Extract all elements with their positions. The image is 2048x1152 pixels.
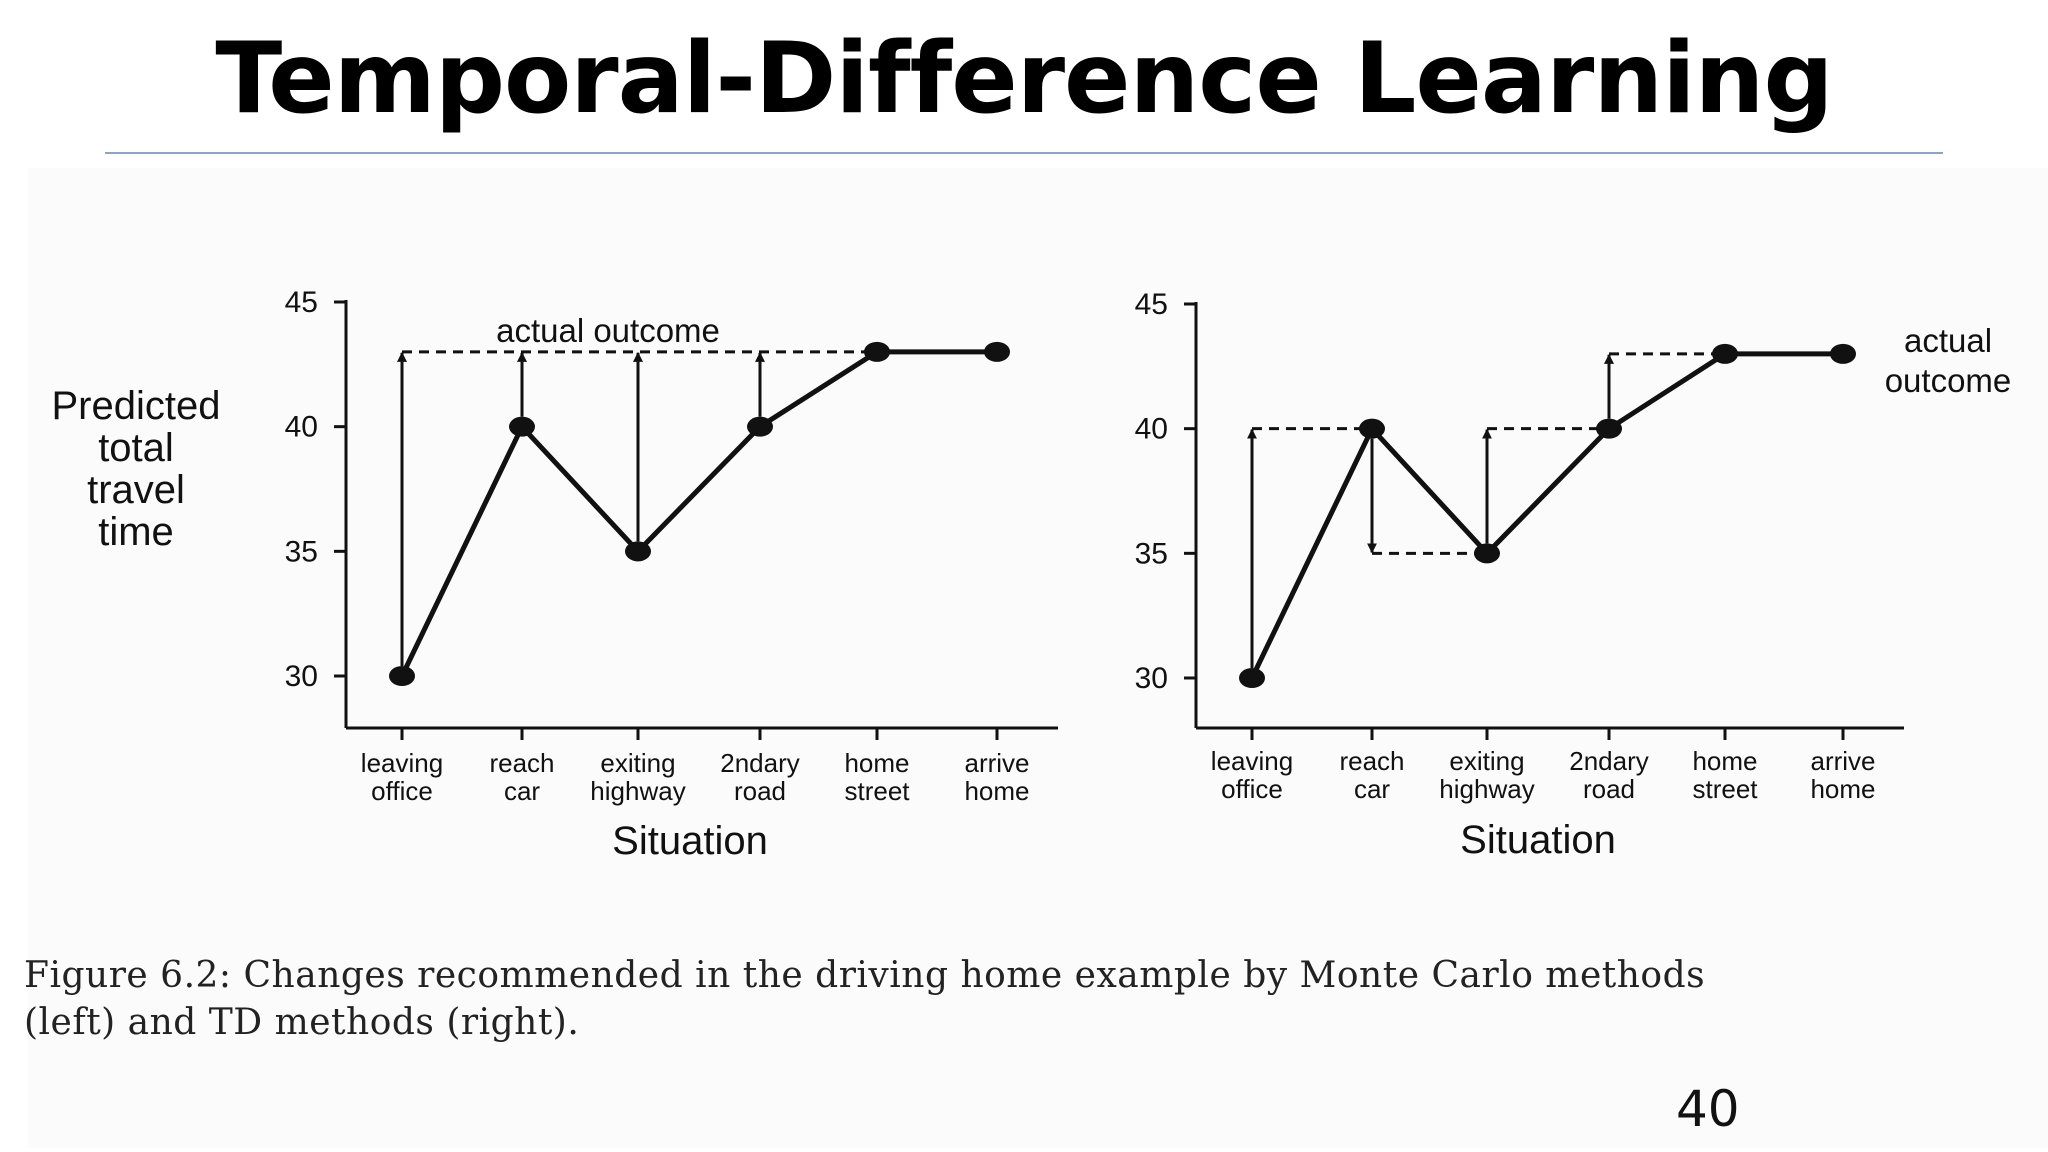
data-point [1712,343,1738,364]
actual-outcome-label: actual outcome [496,312,720,349]
figure-background [28,168,2048,1148]
data-point [1359,418,1385,439]
y-axis-title: travel [87,468,185,512]
prediction-line [1249,351,1843,680]
data-point [625,541,651,562]
data-point [864,341,890,362]
y-axis-title: time [98,510,174,554]
slide-title: Temporal-Difference Learning [215,22,1833,136]
figure-caption: Figure 6.2: Changes recommended in the d… [24,952,1984,1046]
x-tick-label: exiting [600,748,675,778]
x-tick-label: highway [590,776,685,806]
y-tick-label: 30 [1135,662,1168,695]
y-tick-label: 35 [1135,537,1168,570]
x-tick-label: street [844,776,910,806]
y-axis-title: Predicted [52,384,221,428]
actual-outcome-label: actual [1904,322,1992,359]
page-number: 40 [1676,1080,1740,1138]
data-point [1474,543,1500,564]
y-tick-label: 30 [285,660,318,693]
data-point [509,416,535,437]
y-tick-label: 45 [1135,288,1168,321]
x-tick-label: reach [1339,746,1404,776]
y-tick-label: 35 [285,535,318,568]
x-tick-label: car [1354,774,1390,804]
x-tick-label: arrive [1810,746,1875,776]
x-tick-label: leaving [361,748,443,778]
x-axis-title: Situation [1460,818,1616,862]
title-divider [105,152,1943,154]
x-tick-label: home [964,776,1029,806]
x-tick-label: exiting [1449,746,1524,776]
x-tick-label: car [504,776,540,806]
data-point [1596,418,1622,439]
x-tick-label: office [1221,774,1283,804]
x-tick-label: office [371,776,433,806]
caption-line-1: Figure 6.2: Changes recommended in the d… [24,955,1706,996]
x-tick-label: leaving [1211,746,1293,776]
prediction-line [399,349,997,678]
x-tick-label: 2ndary [1569,746,1649,776]
x-tick-label: road [1583,774,1635,804]
data-point [1239,668,1265,688]
data-point [1830,343,1856,364]
x-tick-label: home [1810,774,1875,804]
actual-outcome-label: outcome [1885,362,2012,399]
data-point [747,416,773,437]
x-tick-label: reach [489,748,554,778]
y-tick-label: 40 [285,411,318,444]
caption-line-2: (left) and TD methods (right). [24,1002,580,1043]
x-tick-label: home [1692,746,1757,776]
x-tick-label: arrive [964,748,1029,778]
x-tick-label: street [1692,774,1758,804]
y-tick-label: 45 [285,286,318,319]
y-axis-title: total [98,426,174,470]
data-point [984,341,1010,362]
x-tick-label: highway [1439,774,1534,804]
x-tick-label: road [734,776,786,806]
x-tick-label: home [844,748,909,778]
data-point [389,666,415,686]
x-tick-label: 2ndary [720,748,800,778]
y-tick-label: 40 [1135,413,1168,446]
x-axis-title: Situation [612,819,768,863]
